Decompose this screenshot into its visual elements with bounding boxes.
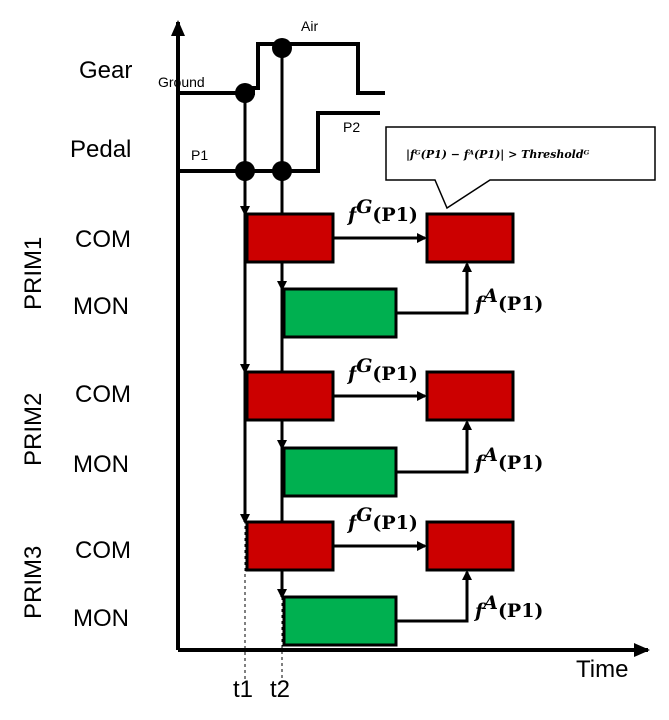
prim3-mon-label: MON <box>73 605 129 632</box>
prim2-com-label: COM <box>75 381 131 408</box>
pedal-t2-dot <box>272 161 292 181</box>
p2-label: P2 <box>343 119 360 135</box>
gear-ground-dot <box>235 83 255 103</box>
prim2-fa-formula: fA(P1) <box>473 444 543 474</box>
prim2-fg-formula: fG(P1) <box>346 355 418 385</box>
prim3-com-label: COM <box>75 537 131 564</box>
prim1-com-box <box>245 212 335 264</box>
prim1-mon-label: MON <box>73 293 129 320</box>
pedal-t1-dot <box>235 161 255 181</box>
prim3-mon-box <box>282 595 398 647</box>
prim3-mon-arrow <box>396 570 472 623</box>
time-axis-label: Time <box>576 656 628 683</box>
prim2-label: PRIM2 <box>20 393 47 466</box>
p1-label: P1 <box>191 147 208 163</box>
prim3-com-box <box>245 520 335 572</box>
prim1-mon-box <box>282 287 398 339</box>
prim1-result-box <box>425 212 515 264</box>
prim2-com-box <box>245 370 335 422</box>
gear-air-dot <box>272 38 292 58</box>
prim2-mon-arrow <box>396 420 472 474</box>
prim1-com-label: COM <box>75 226 131 253</box>
prim3-fa-formula: fA(P1) <box>473 592 543 622</box>
prim2-mon-box <box>282 446 398 498</box>
gear-label: Gear <box>79 57 132 84</box>
pedal-label: Pedal <box>70 136 131 163</box>
prim3-fg-formula: fG(P1) <box>346 504 418 534</box>
t2-label: t2 <box>270 676 290 703</box>
air-label: Air <box>301 18 318 34</box>
prim1-label: PRIM1 <box>20 237 47 310</box>
prim2-mon-label: MON <box>73 451 129 478</box>
ground-label: Ground <box>158 74 205 90</box>
prim1-mon-arrow <box>396 262 472 315</box>
threshold-callout-text: |fᴳ(P1) − fᴬ(P1)| > Thresholdᴳ <box>406 148 590 161</box>
threshold-callout <box>385 126 656 210</box>
prim3-result-box <box>425 520 515 572</box>
prim3-label: PRIM3 <box>20 546 47 619</box>
prim1-fa-formula: fA(P1) <box>473 285 543 315</box>
prim2-result-box <box>425 370 515 422</box>
t1-label: t1 <box>233 676 253 703</box>
prim1-fg-formula: fG(P1) <box>346 196 418 226</box>
